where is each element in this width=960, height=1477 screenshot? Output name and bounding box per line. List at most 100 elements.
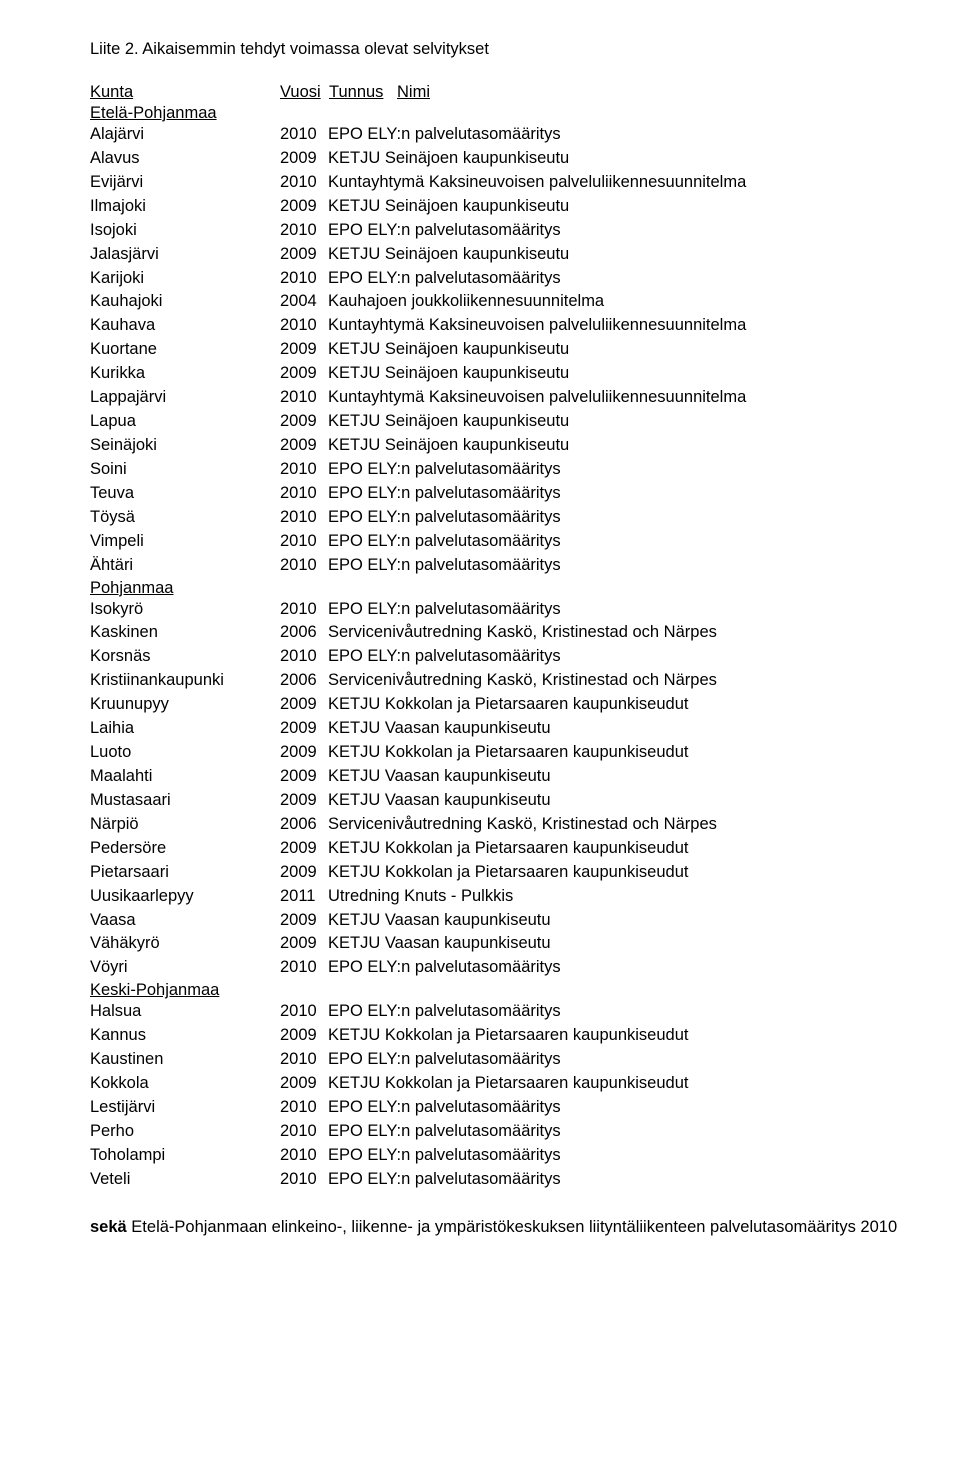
cell-nimi: EPO ELY:n palvelutasomääritys — [328, 123, 900, 147]
cell-nimi: KETJU Seinäjoen kaupunkiseutu — [328, 434, 900, 458]
cell-nimi: EPO ELY:n palvelutasomääritys — [328, 645, 900, 669]
cell-kunta: Vimpeli — [90, 530, 280, 554]
region-heading: Keski-Pohjanmaa — [90, 981, 900, 1000]
cell-kunta: Isokyrö — [90, 598, 280, 622]
table-row: Kuortane2009KETJU Seinäjoen kaupunkiseut… — [90, 338, 900, 362]
cell-nimi: KETJU Vaasan kaupunkiseutu — [328, 717, 900, 741]
cell-kunta: Kauhajoki — [90, 290, 280, 314]
cell-nimi: KETJU Seinäjoen kaupunkiseutu — [328, 195, 900, 219]
cell-nimi: EPO ELY:n palvelutasomääritys — [328, 506, 900, 530]
cell-nimi: Servicenivåutredning Kaskö, Kristinestad… — [328, 813, 900, 837]
cell-kunta: Korsnäs — [90, 645, 280, 669]
cell-vuosi: 2009 — [280, 195, 328, 219]
cell-nimi: EPO ELY:n palvelutasomääritys — [328, 1000, 900, 1024]
cell-vuosi: 2009 — [280, 837, 328, 861]
cell-vuosi: 2010 — [280, 1168, 328, 1192]
cell-vuosi: 2010 — [280, 1120, 328, 1144]
cell-nimi: KETJU Seinäjoen kaupunkiseutu — [328, 243, 900, 267]
cell-vuosi: 2010 — [280, 530, 328, 554]
header-nimi: Nimi — [397, 83, 430, 102]
cell-nimi: KETJU Seinäjoen kaupunkiseutu — [328, 338, 900, 362]
table-row: Veteli2010EPO ELY:n palvelutasomääritys — [90, 1168, 900, 1192]
table-row: Isokyrö2010EPO ELY:n palvelutasomääritys — [90, 598, 900, 622]
cell-nimi: EPO ELY:n palvelutasomääritys — [328, 458, 900, 482]
table-row: Korsnäs2010EPO ELY:n palvelutasomääritys — [90, 645, 900, 669]
cell-nimi: KETJU Kokkolan ja Pietarsaaren kaupunkis… — [328, 1024, 900, 1048]
cell-nimi: EPO ELY:n palvelutasomääritys — [328, 598, 900, 622]
cell-kunta: Soini — [90, 458, 280, 482]
cell-vuosi: 2009 — [280, 362, 328, 386]
cell-nimi: Utredning Knuts - Pulkkis — [328, 885, 900, 909]
cell-vuosi: 2009 — [280, 717, 328, 741]
cell-kunta: Kannus — [90, 1024, 280, 1048]
cell-nimi: EPO ELY:n palvelutasomääritys — [328, 554, 900, 578]
cell-vuosi: 2010 — [280, 506, 328, 530]
cell-kunta: Jalasjärvi — [90, 243, 280, 267]
cell-kunta: Kaustinen — [90, 1048, 280, 1072]
cell-nimi: EPO ELY:n palvelutasomääritys — [328, 1168, 900, 1192]
cell-vuosi: 2009 — [280, 909, 328, 933]
table-row: Luoto2009KETJU Kokkolan ja Pietarsaaren … — [90, 741, 900, 765]
table-row: Lapua2009KETJU Seinäjoen kaupunkiseutu — [90, 410, 900, 434]
cell-kunta: Luoto — [90, 741, 280, 765]
cell-nimi: KETJU Vaasan kaupunkiseutu — [328, 932, 900, 956]
table-header: Kunta Vuosi Tunnus Nimi — [90, 83, 900, 102]
cell-kunta: Seinäjoki — [90, 434, 280, 458]
cell-nimi: KETJU Kokkolan ja Pietarsaaren kaupunkis… — [328, 837, 900, 861]
cell-nimi: EPO ELY:n palvelutasomääritys — [328, 530, 900, 554]
region-heading: Pohjanmaa — [90, 579, 900, 598]
cell-kunta: Ilmajoki — [90, 195, 280, 219]
table-row: Töysä2010EPO ELY:n palvelutasomääritys — [90, 506, 900, 530]
cell-kunta: Alavus — [90, 147, 280, 171]
regions-container: Etelä-PohjanmaaAlajärvi2010EPO ELY:n pal… — [90, 104, 900, 1192]
table-row: Lestijärvi2010EPO ELY:n palvelutasomääri… — [90, 1096, 900, 1120]
cell-kunta: Toholampi — [90, 1144, 280, 1168]
cell-vuosi: 2006 — [280, 813, 328, 837]
cell-nimi: EPO ELY:n palvelutasomääritys — [328, 1144, 900, 1168]
header-kunta: Kunta — [90, 83, 280, 102]
table-row: Kauhajoki2004Kauhajoen joukkoliikennesuu… — [90, 290, 900, 314]
cell-kunta: Karijoki — [90, 267, 280, 291]
cell-vuosi: 2010 — [280, 267, 328, 291]
table-row: Teuva2010EPO ELY:n palvelutasomääritys — [90, 482, 900, 506]
cell-vuosi: 2009 — [280, 338, 328, 362]
cell-vuosi: 2009 — [280, 765, 328, 789]
cell-vuosi: 2010 — [280, 554, 328, 578]
cell-vuosi: 2010 — [280, 482, 328, 506]
cell-kunta: Kuortane — [90, 338, 280, 362]
table-row: Perho2010EPO ELY:n palvelutasomääritys — [90, 1120, 900, 1144]
cell-vuosi: 2010 — [280, 1000, 328, 1024]
table-row: Kurikka2009KETJU Seinäjoen kaupunkiseutu — [90, 362, 900, 386]
table-row: Maalahti2009KETJU Vaasan kaupunkiseutu — [90, 765, 900, 789]
cell-kunta: Vaasa — [90, 909, 280, 933]
cell-nimi: KETJU Kokkolan ja Pietarsaaren kaupunkis… — [328, 741, 900, 765]
cell-nimi: EPO ELY:n palvelutasomääritys — [328, 482, 900, 506]
cell-kunta: Alajärvi — [90, 123, 280, 147]
cell-nimi: KETJU Vaasan kaupunkiseutu — [328, 765, 900, 789]
cell-kunta: Ähtäri — [90, 554, 280, 578]
cell-kunta: Maalahti — [90, 765, 280, 789]
table-row: Kristiinankaupunki2006Servicenivåutredni… — [90, 669, 900, 693]
cell-nimi: EPO ELY:n palvelutasomääritys — [328, 956, 900, 980]
cell-vuosi: 2010 — [280, 314, 328, 338]
cell-nimi: Kuntayhtymä Kaksineuvoisen palveluliiken… — [328, 314, 900, 338]
table-row: Kruunupyy2009KETJU Kokkolan ja Pietarsaa… — [90, 693, 900, 717]
cell-kunta: Kokkola — [90, 1072, 280, 1096]
cell-kunta: Kaskinen — [90, 621, 280, 645]
table-row: Pedersöre2009KETJU Kokkolan ja Pietarsaa… — [90, 837, 900, 861]
table-row: Pietarsaari2009KETJU Kokkolan ja Pietars… — [90, 861, 900, 885]
cell-nimi: EPO ELY:n palvelutasomääritys — [328, 267, 900, 291]
cell-nimi: KETJU Vaasan kaupunkiseutu — [328, 789, 900, 813]
table-row: Seinäjoki2009KETJU Seinäjoen kaupunkiseu… — [90, 434, 900, 458]
table-row: Ilmajoki2009KETJU Seinäjoen kaupunkiseut… — [90, 195, 900, 219]
cell-vuosi: 2010 — [280, 1096, 328, 1120]
cell-vuosi: 2010 — [280, 458, 328, 482]
cell-kunta: Kauhava — [90, 314, 280, 338]
cell-vuosi: 2010 — [280, 171, 328, 195]
table-row: Vaasa2009KETJU Vaasan kaupunkiseutu — [90, 909, 900, 933]
cell-kunta: Vähäkyrö — [90, 932, 280, 956]
cell-nimi: KETJU Vaasan kaupunkiseutu — [328, 909, 900, 933]
table-row: Alajärvi2010EPO ELY:n palvelutasomäärity… — [90, 123, 900, 147]
cell-vuosi: 2006 — [280, 621, 328, 645]
cell-nimi: KETJU Kokkolan ja Pietarsaaren kaupunkis… — [328, 1072, 900, 1096]
